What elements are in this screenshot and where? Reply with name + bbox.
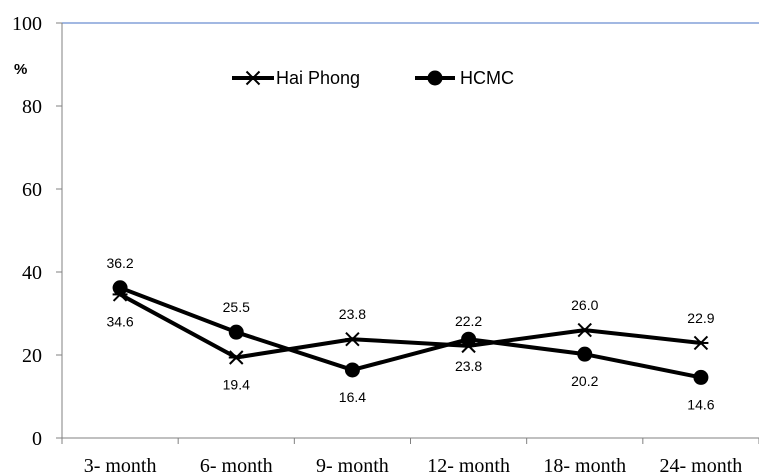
data-point-hai-phong [577,322,593,338]
data-label-hcmc: 16.4 [339,389,366,405]
y-axis-ticks: 0 20 40 60 80 100 [12,13,62,450]
data-label-hai-phong: 26.0 [571,297,598,313]
legend-label: Hai Phong [276,68,360,88]
x-tick-label: 24- month [660,455,743,474]
data-label-hai-phong: 34.6 [106,313,133,329]
legend-label: HCMC [460,68,514,88]
legend-item-hcmc: HCMC [415,68,514,88]
y-tick-label: 20 [22,345,42,367]
data-point-hcmc [228,324,244,340]
data-label-hcmc: 25.5 [223,299,250,315]
series-layer: 34.6 19.4 23.8 22.2 26.0 22.9 36.2 25.5 16.4 23.8… [106,255,714,413]
legend-marker [245,70,261,86]
y-tick-label: 60 [22,179,42,201]
x-tick-label: 18- month [543,455,626,474]
data-label-hcmc: 36.2 [106,255,133,271]
legend: Hai Phong HCMC [232,68,514,88]
y-tick-label: 100 [12,13,42,35]
series-line-hcmc [119,285,702,380]
y-axis-unit-label: % [14,61,27,78]
data-point-hcmc [112,280,128,296]
x-tick-label: 9- month [316,455,389,474]
data-label-hcmc: 23.8 [455,358,482,374]
x-axis-ticks: 3- month 6- month 9- month 12- month 18- mon… [61,438,759,474]
x-tick-label: 3- month [84,455,157,474]
data-point-hcmc [344,362,360,378]
data-point-hai-phong [693,335,709,351]
y-tick-label: 80 [22,96,42,118]
legend-item-hai-phong: Hai Phong [232,68,360,88]
data-label-hcmc: 14.6 [687,396,714,412]
series-hcmc: 36.2 25.5 16.4 23.8 20.2 14.6 [106,255,714,413]
series-line-hai-phong [119,292,702,360]
data-label-hai-phong: 22.9 [687,310,714,326]
data-label-hcmc: 20.2 [571,373,598,389]
data-label-hai-phong: 23.8 [339,306,366,322]
data-point-hcmc [693,369,709,385]
x-tick-label: 6- month [200,455,273,474]
data-point-hcmc [577,346,593,362]
y-tick-label: 0 [32,428,42,450]
x-tick-label: 12- month [427,455,510,474]
data-label-hai-phong: 22.2 [455,313,482,329]
legend-marker [427,70,443,86]
y-tick-label: 40 [22,262,42,284]
data-point-hai-phong [228,350,244,365]
data-point-hai-phong [344,332,360,347]
data-point-hcmc [461,331,477,347]
data-label-hai-phong: 19.4 [223,376,250,392]
series-hai-phong: 34.6 19.4 23.8 22.2 26.0 22.9 [106,287,715,392]
